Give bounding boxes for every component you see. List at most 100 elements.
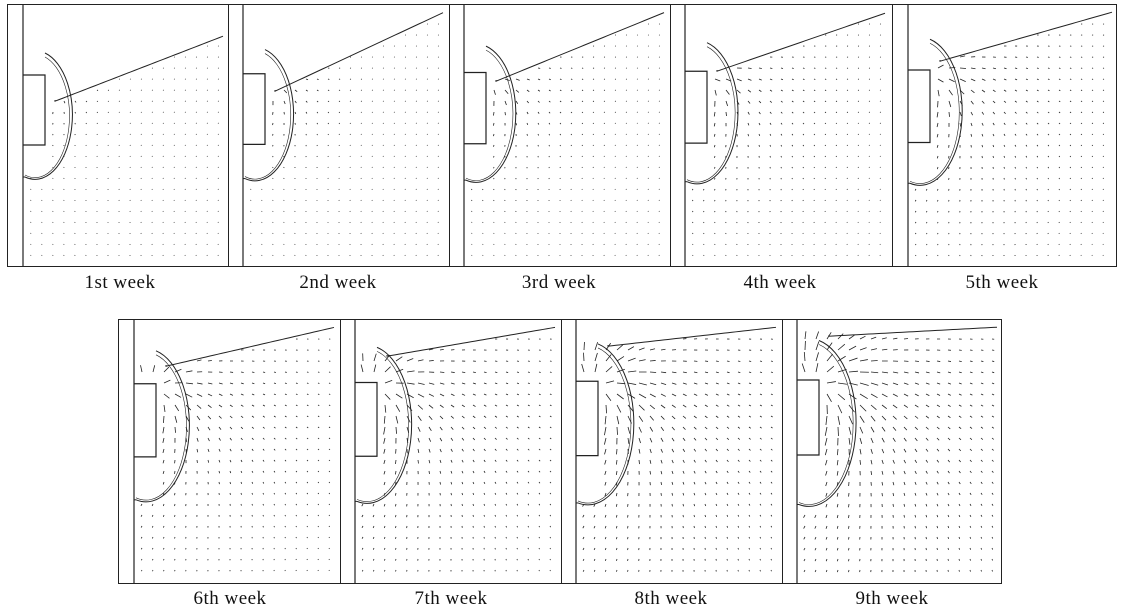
vector-arrow: [649, 470, 651, 475]
vector-arrow: [317, 393, 320, 395]
vector-arrow: [649, 415, 654, 421]
vector-arrow: [791, 144, 794, 147]
vector-arrow: [1036, 166, 1038, 169]
vector-arrow: [383, 525, 386, 529]
vector-arrow: [870, 336, 877, 340]
vector-arrow: [1080, 188, 1082, 191]
vector-arrow: [737, 514, 740, 517]
vector-arrow: [1058, 78, 1061, 80]
vector-arrow: [846, 133, 849, 136]
vector-arrow: [693, 492, 696, 496]
vector-arrow: [947, 536, 950, 540]
vector-arrow: [505, 371, 509, 373]
vector-arrow: [947, 547, 949, 550]
vector-arrow: [837, 415, 841, 425]
vector-arrow: [395, 426, 397, 434]
vector-arrow: [914, 426, 918, 430]
vector-arrow: [881, 348, 888, 351]
vector-arrow: [516, 382, 520, 385]
vector-arrow: [240, 415, 244, 418]
vector-arrow: [926, 221, 928, 224]
vector-arrow: [703, 199, 705, 202]
vector-arrow: [615, 470, 618, 476]
vector-arrow: [892, 393, 898, 397]
vector-arrow: [970, 78, 976, 82]
vector-arrow: [958, 558, 960, 561]
vector-arrow: [1102, 89, 1105, 91]
vector-arrow: [382, 144, 384, 146]
vector-arrow: [726, 470, 729, 474]
vector-arrow: [748, 404, 752, 407]
vector-arrow: [317, 459, 320, 462]
vector-arrow: [548, 111, 551, 114]
vector-arrow: [395, 459, 397, 464]
vector-arrow: [747, 122, 750, 126]
vector-arrow: [660, 404, 666, 409]
vector-arrow: [372, 547, 375, 550]
vector-arrow: [494, 514, 496, 517]
vector-arrow: [892, 481, 895, 486]
vector-arrow: [857, 111, 860, 113]
vector-arrow: [163, 393, 170, 399]
vector-arrow: [715, 371, 719, 374]
vector-arrow: [140, 133, 142, 135]
vector-arrow: [494, 415, 498, 418]
vector-arrow: [814, 558, 817, 562]
vector-arrow: [428, 404, 434, 409]
vector-arrow: [240, 492, 242, 495]
panel-divider: [561, 320, 562, 583]
vector-arrow: [494, 404, 498, 407]
vector-arrow: [769, 144, 771, 147]
vector-arrow: [925, 437, 929, 441]
front-curve: [135, 350, 190, 503]
vector-arrow: [969, 404, 973, 407]
vector-arrow: [915, 232, 917, 235]
vector-arrow: [493, 111, 495, 116]
vector-arrow: [604, 558, 607, 562]
vector-arrow: [759, 415, 762, 418]
vector-arrow: [936, 360, 941, 362]
vector-arrow: [991, 525, 994, 528]
vector-arrow: [360, 133, 362, 135]
vector-arrow: [947, 415, 951, 419]
vector-arrow: [1069, 133, 1072, 136]
vector-arrow: [417, 393, 425, 398]
front-curve: [577, 343, 635, 506]
vector-field: [691, 23, 881, 256]
free-surface: [495, 12, 665, 82]
vector-arrow: [527, 426, 530, 429]
vector-arrow: [748, 514, 751, 517]
vector-arrow: [581, 100, 584, 103]
vector-arrow: [196, 448, 199, 453]
vector-arrow: [914, 459, 918, 464]
vector-arrow: [970, 67, 976, 70]
vector-arrow: [936, 404, 941, 408]
vector-arrow: [505, 525, 507, 528]
vector-arrow: [914, 415, 919, 419]
vector-arrow: [903, 426, 908, 431]
vector-arrow: [837, 355, 846, 362]
vector-arrow: [903, 382, 909, 385]
vector-arrow: [859, 393, 868, 400]
vector-arrow: [1003, 78, 1007, 81]
panel-week-7: [340, 320, 560, 583]
vector-arrow: [959, 55, 966, 58]
vector-arrow: [516, 470, 519, 473]
vector-arrow: [826, 342, 833, 351]
vector-arrow: [262, 426, 265, 429]
vector-arrow: [426, 133, 428, 135]
vector-arrow: [879, 155, 881, 157]
vector-arrow: [483, 481, 486, 485]
vector-arrow: [969, 415, 973, 418]
vector-arrow: [251, 437, 254, 440]
vector-arrow: [791, 89, 794, 92]
vector-arrow: [859, 335, 866, 340]
vector-arrow: [549, 382, 552, 384]
vector-arrow: [593, 503, 596, 507]
vector-arrow: [991, 481, 994, 484]
vector-arrow: [980, 569, 982, 572]
vector-arrow: [295, 503, 297, 506]
vector-arrow: [770, 415, 773, 418]
vector-arrow: [836, 470, 839, 476]
vector-arrow: [483, 459, 486, 463]
